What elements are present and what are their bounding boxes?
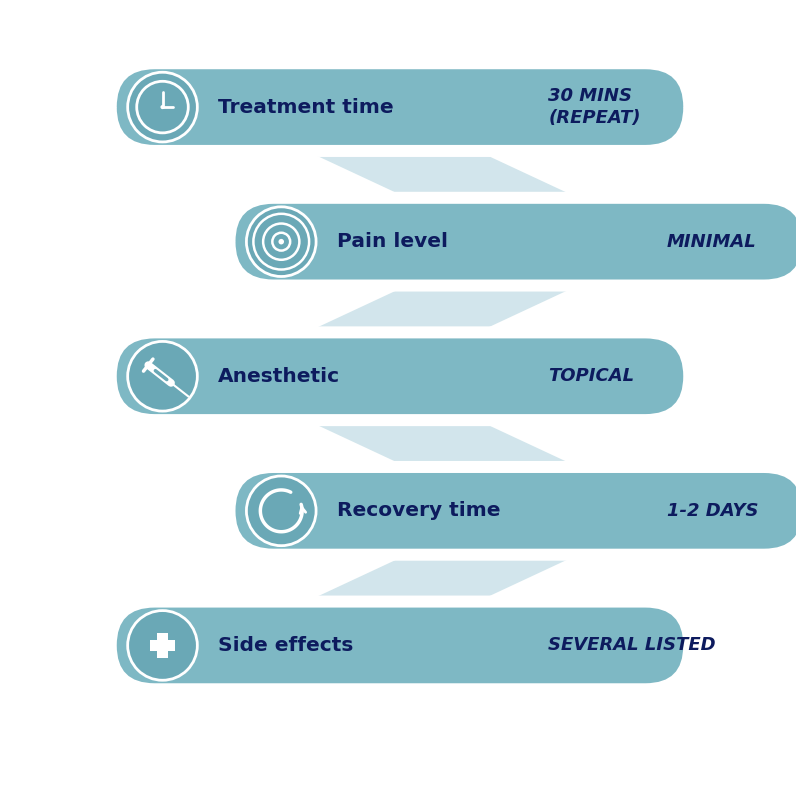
Text: Pain level: Pain level (337, 232, 448, 251)
Circle shape (161, 105, 165, 109)
Bar (158, 633, 168, 658)
Text: Recovery time: Recovery time (337, 502, 500, 520)
Text: SEVERAL LISTED: SEVERAL LISTED (548, 637, 716, 654)
Text: Treatment time: Treatment time (218, 98, 394, 117)
Polygon shape (298, 146, 587, 202)
Polygon shape (298, 550, 587, 606)
FancyBboxPatch shape (224, 192, 800, 291)
Text: MINIMAL: MINIMAL (667, 233, 757, 250)
Circle shape (246, 207, 316, 277)
Text: 1-2 DAYS: 1-2 DAYS (667, 502, 758, 520)
Text: 30 MINS
(REPEAT): 30 MINS (REPEAT) (548, 87, 641, 127)
FancyBboxPatch shape (106, 58, 694, 157)
FancyBboxPatch shape (234, 471, 800, 550)
Circle shape (246, 476, 316, 546)
Text: Anesthetic: Anesthetic (218, 366, 340, 386)
FancyBboxPatch shape (115, 67, 685, 146)
FancyBboxPatch shape (234, 202, 800, 282)
Text: TOPICAL: TOPICAL (548, 367, 634, 386)
Polygon shape (298, 416, 587, 471)
Polygon shape (298, 282, 587, 337)
FancyBboxPatch shape (106, 595, 694, 695)
Circle shape (128, 72, 198, 142)
FancyBboxPatch shape (115, 606, 685, 685)
Circle shape (128, 342, 198, 411)
FancyBboxPatch shape (106, 326, 694, 426)
FancyBboxPatch shape (224, 461, 800, 561)
Circle shape (278, 239, 284, 245)
Bar (150, 640, 175, 650)
Circle shape (128, 610, 198, 680)
Text: Side effects: Side effects (218, 636, 354, 655)
FancyBboxPatch shape (115, 337, 685, 416)
